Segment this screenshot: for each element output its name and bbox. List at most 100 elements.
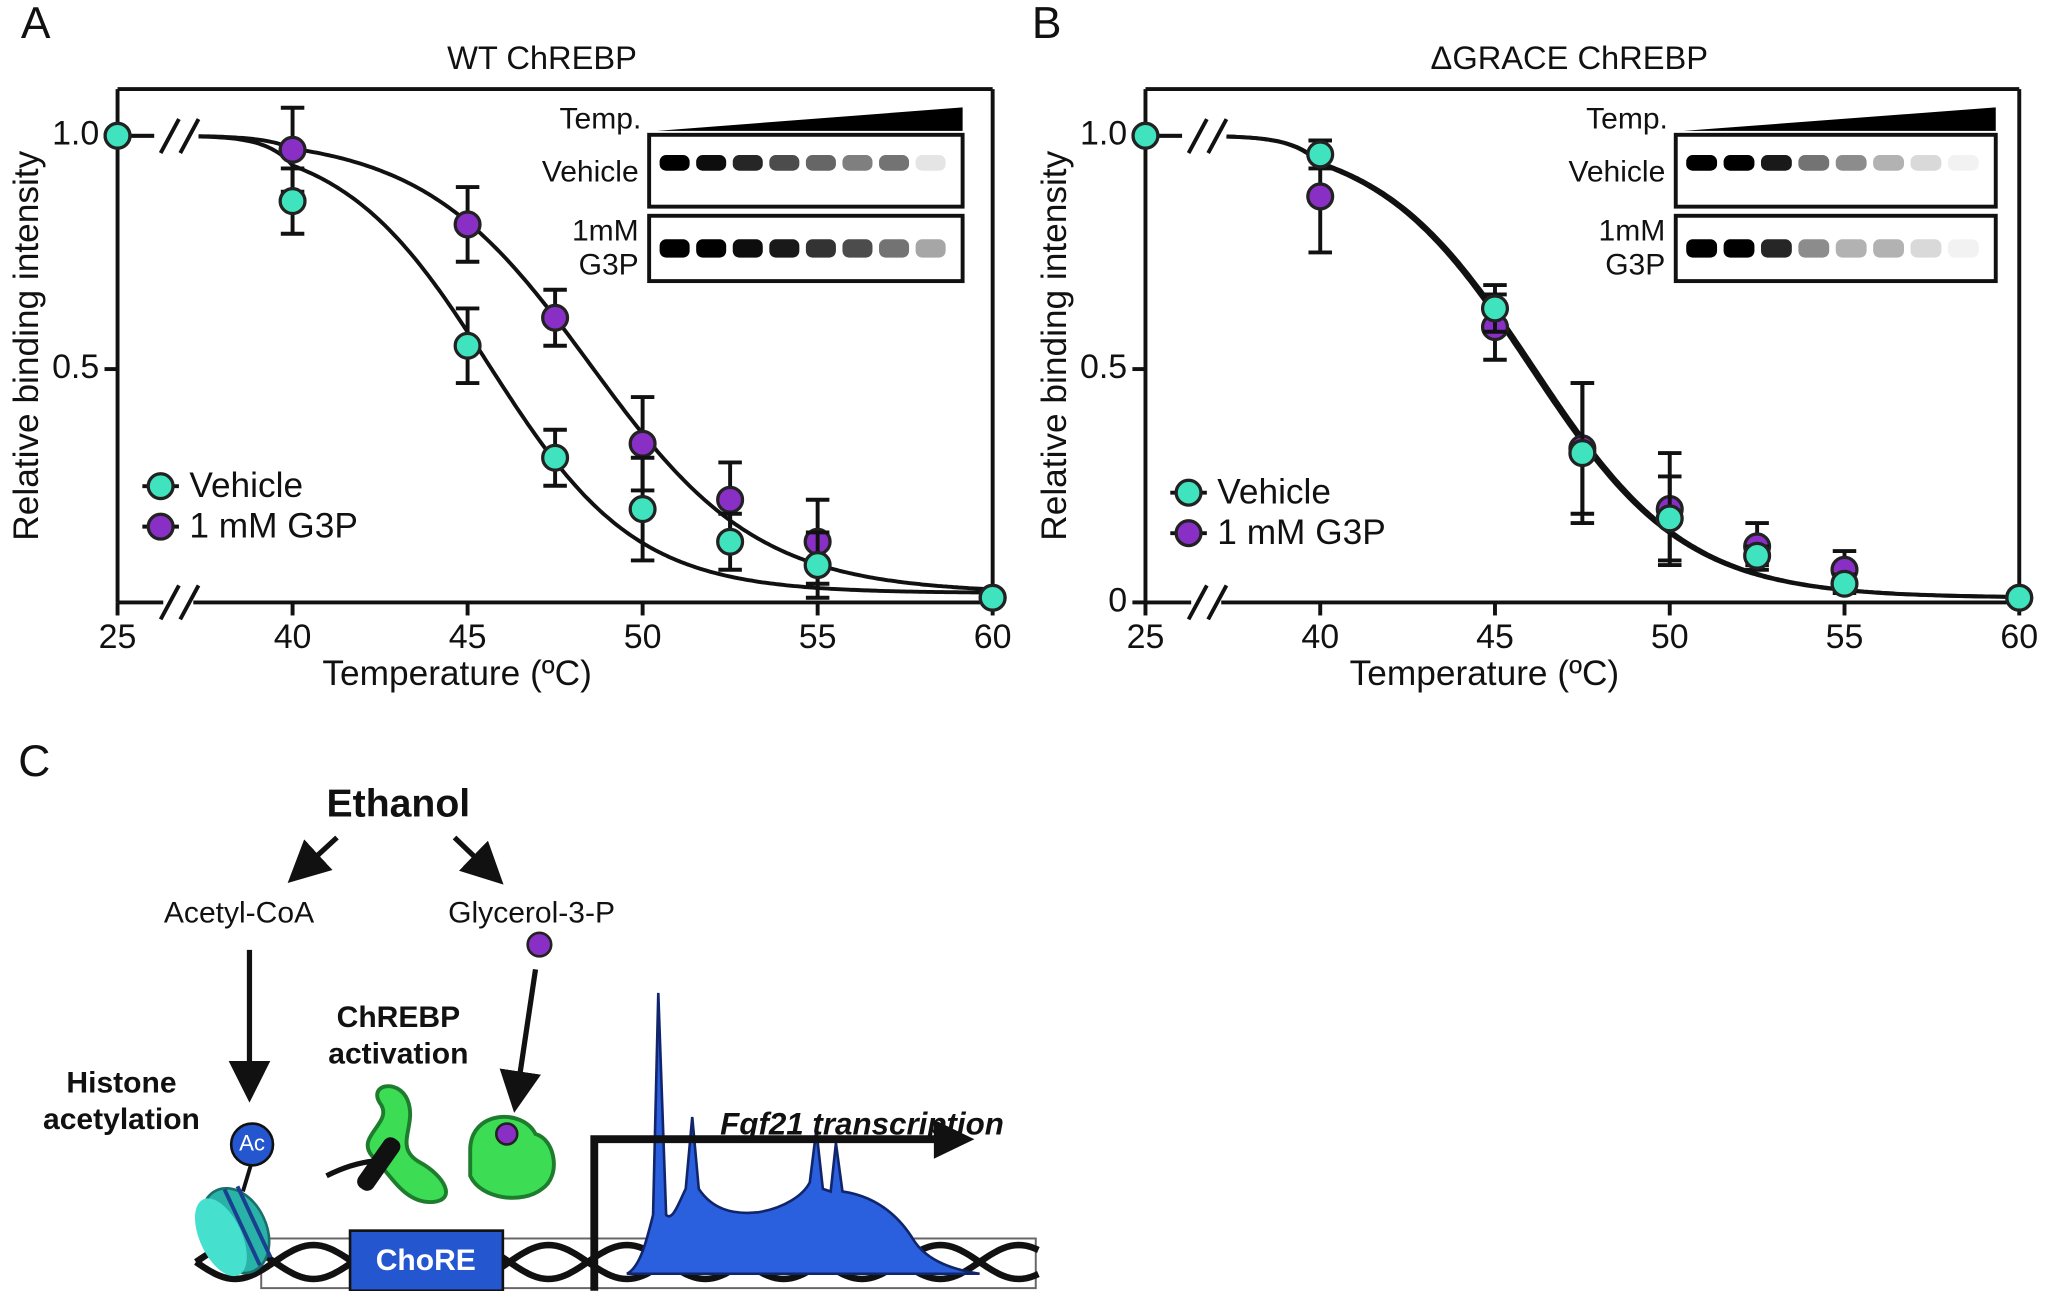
y-tick-label: 0.5 xyxy=(1080,348,1127,386)
y-tick-label: 1.0 xyxy=(1080,115,1127,153)
arrow xyxy=(452,835,504,885)
blot-box xyxy=(1673,132,1998,209)
chart-title: WT ChREBP xyxy=(447,39,637,76)
x-tick-label: 40 xyxy=(274,618,312,656)
x-tick-label: 45 xyxy=(449,618,487,656)
blot-band xyxy=(842,155,873,171)
blot-band xyxy=(879,155,910,171)
blot-band xyxy=(769,155,800,171)
blot-band xyxy=(1798,239,1830,258)
temp-wedge xyxy=(656,107,963,131)
ethanol-label: Ethanol xyxy=(327,782,471,825)
blot-band xyxy=(1760,239,1792,258)
panel-label: B xyxy=(1032,0,1062,48)
point xyxy=(1568,439,1597,468)
blot-band xyxy=(696,239,727,258)
blot-band xyxy=(1873,155,1904,171)
blot-band xyxy=(842,239,873,258)
point xyxy=(278,135,307,164)
nucleosome xyxy=(194,1185,273,1277)
nucleosome-wrap xyxy=(235,1185,273,1259)
point xyxy=(978,583,1007,612)
point xyxy=(453,210,482,239)
axis-break xyxy=(158,118,181,154)
x-tick-label: 55 xyxy=(1826,618,1864,656)
g3p-dot xyxy=(495,1122,519,1146)
legend-label: 1 mM G3P xyxy=(189,506,357,545)
y-tick-label: 0.5 xyxy=(52,348,99,386)
x-axis-label: Temperature (ºC) xyxy=(1350,654,1620,693)
inset-header: Temp. xyxy=(1586,102,1668,135)
panel-label: C xyxy=(18,737,50,786)
point xyxy=(716,485,745,514)
point xyxy=(1306,140,1335,169)
blot-band xyxy=(805,239,836,258)
blot-band xyxy=(1686,155,1718,171)
blot-band xyxy=(915,155,946,171)
point xyxy=(1480,294,1510,323)
point xyxy=(716,527,745,556)
chrebp-label: activation xyxy=(328,1038,468,1071)
y-axis-label: Relative binding intensity xyxy=(7,150,46,540)
blot-band xyxy=(1723,239,1755,258)
point xyxy=(1743,541,1772,570)
x-axis-label: Temperature (ºC) xyxy=(322,654,592,693)
blot-band xyxy=(879,239,910,258)
chrebp-domain xyxy=(365,1084,448,1204)
point xyxy=(803,551,832,580)
chrebp-domain xyxy=(468,1114,556,1200)
nucleosome-wrap xyxy=(222,1188,262,1267)
histone-label: Histone xyxy=(66,1066,176,1099)
blot-band xyxy=(915,239,946,258)
legend-marker xyxy=(1174,478,1203,507)
axis-break xyxy=(1206,584,1229,621)
point xyxy=(1830,569,1859,598)
blot-band xyxy=(1947,155,1979,171)
chrebp-rod xyxy=(357,1137,401,1191)
inset-row-label: G3P xyxy=(579,249,639,282)
x-tick-label: 55 xyxy=(799,618,837,656)
point xyxy=(541,443,570,472)
inset-row-label: 1mM xyxy=(572,215,639,248)
blot-box xyxy=(647,132,965,209)
chrebp-label: ChREBP xyxy=(337,1001,460,1034)
acetyl-coa-label: Acetyl-CoA xyxy=(164,896,314,929)
legend-marker xyxy=(146,472,175,501)
point xyxy=(103,121,132,150)
point xyxy=(1131,121,1160,150)
blot-band xyxy=(696,155,727,171)
arrow xyxy=(499,969,541,1113)
point xyxy=(278,187,307,216)
axis-break xyxy=(178,584,201,621)
ac-circle xyxy=(229,1122,275,1167)
charts: 25 40 45 50 55 60 0.5 1.0 WT ChREBP Temperature (… xyxy=(7,39,2038,693)
blot-band xyxy=(1798,155,1830,171)
transcription-label: Fgf21 transcription xyxy=(720,1106,1004,1141)
blot-band xyxy=(1873,239,1904,258)
blot-band xyxy=(1835,155,1867,171)
point xyxy=(2005,583,2034,612)
inset-row-label: Vehicle xyxy=(1568,155,1665,188)
blot-band xyxy=(732,155,763,171)
point xyxy=(541,303,570,332)
blot-band xyxy=(1835,239,1867,258)
histone-label: acetylation xyxy=(43,1103,200,1136)
axis-break xyxy=(1186,584,1209,621)
y-tick-label: 1.0 xyxy=(52,115,99,153)
g3p-label: Glycerol-3-P xyxy=(448,896,615,929)
blot-band xyxy=(659,239,690,258)
link xyxy=(241,1164,253,1193)
blot-band xyxy=(1760,155,1792,171)
diagram: Ethanol Acetyl-CoA Glycerol-3-P ChREBP a… xyxy=(43,782,1040,1291)
blot-band xyxy=(1686,239,1718,258)
chrebp xyxy=(325,1084,556,1204)
inset-row-label: G3P xyxy=(1605,249,1665,282)
chart-title: ΔGRACE ChREBP xyxy=(1431,39,1709,76)
blot-band xyxy=(1723,155,1755,171)
blot-band xyxy=(1910,155,1942,171)
point xyxy=(1306,182,1335,211)
nucleosome-face xyxy=(194,1198,247,1277)
y-tick-label: 0 xyxy=(1108,581,1127,619)
x-tick-label: 45 xyxy=(1476,618,1514,656)
